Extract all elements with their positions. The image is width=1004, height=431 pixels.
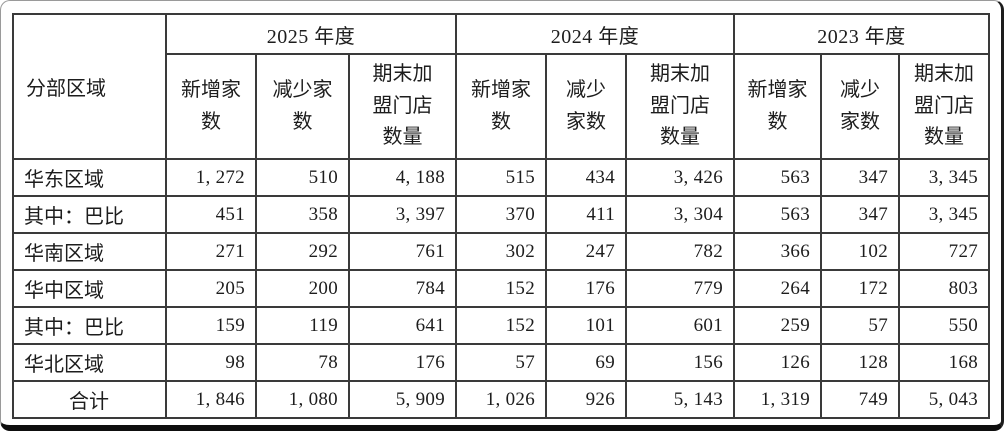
table-cell: 247 — [545, 232, 628, 271]
table-cell: 176 — [347, 343, 458, 382]
table-cell: 411 — [545, 195, 628, 234]
table-cell: 749 — [820, 380, 901, 419]
col-header-2024-closed: 减少 家数 — [545, 53, 628, 160]
table-cell: 370 — [455, 195, 548, 234]
table-row: 华北区域 98 78 176 57 69 156 126 128 168 — [12, 343, 991, 382]
table-cell: 451 — [165, 195, 257, 234]
table-cell: 803 — [898, 269, 991, 308]
row-label: 其中：巴比 — [12, 195, 167, 234]
table-cell: 78 — [255, 343, 350, 382]
table-cell: 168 — [898, 343, 991, 382]
table-cell: 358 — [255, 195, 350, 234]
table-cell: 563 — [733, 158, 823, 197]
row-label: 合计 — [12, 380, 167, 419]
table-cell: 1, 846 — [165, 380, 257, 419]
col-header-2025-ending: 期末加 盟门店 数量 — [347, 53, 458, 160]
table-cell: 69 — [545, 343, 628, 382]
table-cell: 119 — [255, 306, 350, 345]
table-cell: 271 — [165, 232, 257, 271]
table-cell: 172 — [820, 269, 901, 308]
table-cell: 510 — [255, 158, 350, 197]
table-cell: 1, 319 — [733, 380, 823, 419]
table-cell: 515 — [455, 158, 548, 197]
col-header-2023-new: 新增家 数 — [733, 53, 823, 160]
franchise-store-table: 分部区域 2025 年度 2024 年度 2023 年度 新增家 数 减少家 数… — [12, 13, 991, 419]
table-cell: 784 — [347, 269, 458, 308]
corner-header: 分部区域 — [12, 13, 167, 160]
table-cell: 264 — [733, 269, 823, 308]
year-header-2025: 2025 年度 — [164, 13, 458, 55]
table-cell: 3, 304 — [625, 195, 736, 234]
table-cell: 926 — [545, 380, 628, 419]
header-row-years: 分部区域 2025 年度 2024 年度 2023 年度 — [12, 13, 991, 160]
table-cell: 152 — [455, 269, 548, 308]
row-label: 华中区域 — [12, 269, 167, 308]
table-cell: 5, 909 — [347, 380, 458, 419]
year-header-2024: 2024 年度 — [455, 13, 736, 55]
table-cell: 101 — [545, 306, 628, 345]
table-cell: 347 — [820, 158, 901, 197]
table-cell: 302 — [455, 232, 548, 271]
table-cell: 57 — [455, 343, 548, 382]
table-cell: 347 — [820, 195, 901, 234]
table-cell: 366 — [733, 232, 823, 271]
table-cell: 3, 397 — [347, 195, 458, 234]
row-label: 华南区域 — [12, 232, 167, 271]
table-cell: 3, 345 — [898, 195, 991, 234]
table-cell: 779 — [625, 269, 736, 308]
table-cell: 1, 026 — [455, 380, 548, 419]
table-cell: 292 — [255, 232, 350, 271]
table-cell: 782 — [625, 232, 736, 271]
table-cell: 563 — [733, 195, 823, 234]
table-cell: 5, 143 — [625, 380, 736, 419]
row-label: 其中：巴比 — [12, 306, 167, 345]
row-label: 华北区域 — [12, 343, 167, 382]
table-row: 其中：巴比 159 119 641 152 101 601 259 57 550 — [12, 306, 991, 345]
table-cell: 205 — [165, 269, 257, 308]
table-cell: 601 — [625, 306, 736, 345]
table-row: 华东区域 1, 272 510 4, 188 515 434 3, 426 56… — [12, 158, 991, 197]
row-label: 华东区域 — [12, 158, 167, 197]
table-row-total: 合计 1, 846 1, 080 5, 909 1, 026 926 5, 14… — [12, 380, 991, 419]
table-cell: 434 — [545, 158, 628, 197]
table-row: 华南区域 271 292 761 302 247 782 366 102 727 — [12, 232, 991, 271]
table-cell: 5, 043 — [898, 380, 991, 419]
table-cell: 200 — [255, 269, 350, 308]
col-header-2024-new: 新增家 数 — [455, 53, 548, 160]
table-cell: 126 — [733, 343, 823, 382]
table-cell: 4, 188 — [347, 158, 458, 197]
table-cell: 98 — [165, 343, 257, 382]
table-cell: 727 — [898, 232, 991, 271]
table-cell: 641 — [347, 306, 458, 345]
col-header-2023-ending: 期末加 盟门店 数量 — [898, 53, 991, 160]
table-row: 其中：巴比 451 358 3, 397 370 411 3, 304 563 … — [12, 195, 991, 234]
col-header-2025-new: 新增家 数 — [165, 53, 257, 160]
table-cell: 259 — [733, 306, 823, 345]
table-cell: 550 — [898, 306, 991, 345]
table-cell: 1, 272 — [165, 158, 257, 197]
table-cell: 128 — [820, 343, 901, 382]
table-cell: 1, 080 — [255, 380, 350, 419]
col-header-2025-closed: 减少家 数 — [255, 53, 350, 160]
col-header-2023-closed: 减少 家数 — [820, 53, 901, 160]
table-cell: 57 — [820, 306, 901, 345]
table-cell: 152 — [455, 306, 548, 345]
table-cell: 3, 345 — [898, 158, 991, 197]
table-cell: 156 — [625, 343, 736, 382]
header-row-metrics: 新增家 数 减少家 数 期末加 盟门店 数量 新增家 数 减少 家数 期末加 盟… — [13, 53, 991, 160]
table-cell: 3, 426 — [625, 158, 736, 197]
table-cell: 176 — [545, 269, 628, 308]
table-row: 华中区域 205 200 784 152 176 779 264 172 803 — [12, 269, 991, 308]
table-cell: 102 — [820, 232, 901, 271]
table-cell: 159 — [165, 306, 257, 345]
table-cell: 761 — [347, 232, 458, 271]
year-header-2023: 2023 年度 — [733, 13, 991, 55]
col-header-2024-ending: 期末加 盟门店 数量 — [625, 53, 736, 160]
